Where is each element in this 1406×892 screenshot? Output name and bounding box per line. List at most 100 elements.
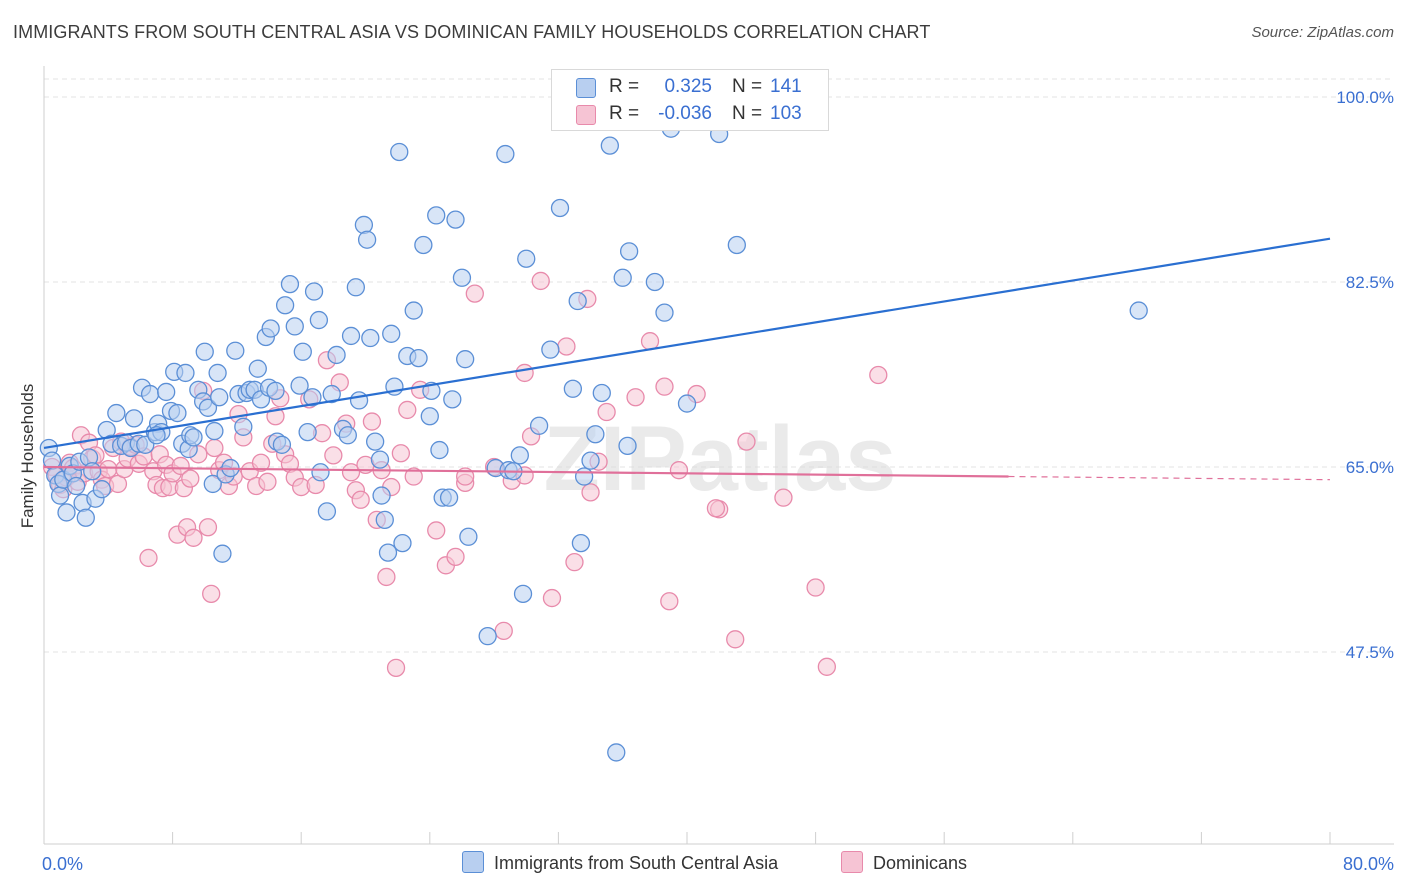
south-central-asia-point: [452, 268, 472, 287]
dominicans-point: [386, 658, 406, 678]
dominicans-point: [726, 630, 745, 649]
dominicans-point: [362, 412, 382, 431]
dominicans-point: [640, 332, 660, 351]
n-value: 141: [770, 76, 802, 97]
chart-title: IMMIGRANTS FROM SOUTH CENTRAL ASIA VS DO…: [13, 22, 931, 42]
dominicans-point: [391, 444, 411, 463]
south-central-asia-point: [510, 446, 529, 465]
south-central-asia-point: [327, 345, 346, 365]
south-central-asia-point: [600, 136, 619, 155]
south-central-asia-point: [618, 436, 637, 456]
pink-swatch: [841, 851, 863, 873]
south-central-asia-point: [176, 363, 195, 383]
south-central-asia-point: [226, 341, 245, 360]
south-central-asia-point: [581, 451, 600, 470]
south-central-asia-point: [205, 421, 224, 441]
r-label: R =: [609, 76, 640, 97]
dominicans-point: [446, 547, 465, 567]
y-tick-label: 82.5%: [1346, 273, 1394, 292]
dominicans-point: [341, 463, 361, 482]
south-central-asia-point: [439, 488, 459, 507]
south-central-asia-point: [304, 282, 324, 301]
dominicans-point: [427, 521, 446, 540]
dominicans-point: [515, 363, 534, 383]
south-central-asia-point: [443, 390, 462, 409]
dominicans-point: [669, 461, 689, 480]
south-central-asia-point: [613, 268, 632, 287]
dominicans-point: [597, 402, 616, 422]
dominicans-point: [542, 588, 562, 608]
legend-item-dominicans: Dominicans: [841, 851, 967, 874]
south-central-asia-point: [76, 508, 95, 527]
south-central-asia-point: [571, 533, 591, 553]
dominicans-point: [806, 578, 825, 597]
south-central-asia-point: [513, 584, 533, 604]
south-central-asia-point: [92, 480, 112, 499]
south-central-asia-point: [248, 359, 267, 378]
y-tick-label: 47.5%: [1346, 643, 1394, 662]
south-central-asia-points: [39, 119, 1148, 762]
dominicans-point: [404, 467, 423, 486]
dominicans-point: [398, 400, 417, 420]
south-central-asia-point: [83, 462, 102, 481]
south-central-asia-point: [357, 230, 377, 249]
south-central-asia-point: [361, 328, 380, 348]
x-tick-label-min: 0.0%: [42, 854, 83, 874]
south-central-asia-trend-line: [43, 237, 1331, 450]
south-central-asia-point: [607, 743, 626, 762]
south-central-asia-point: [338, 426, 357, 445]
south-central-asia-point: [67, 476, 86, 496]
legend-label: Dominicans: [873, 853, 968, 873]
south-central-asia-point: [619, 242, 639, 261]
south-central-asia-point: [280, 274, 300, 294]
y-tick-label: 100.0%: [1336, 88, 1394, 107]
dominicans-point: [139, 548, 158, 568]
south-central-asia-point: [592, 383, 611, 403]
south-central-asia-point: [298, 422, 317, 442]
south-central-asia-point: [322, 384, 341, 404]
dominicans-point: [660, 592, 679, 611]
tick-labels: 47.5% 65.0% 82.5% 100.0% 0.0% 80.0%: [42, 88, 1394, 874]
south-central-asia-point: [234, 417, 253, 436]
dominicans-point: [706, 499, 726, 518]
south-central-asia-point: [261, 319, 280, 338]
south-central-asia-point: [157, 382, 176, 402]
south-central-asia-point: [1129, 301, 1148, 320]
dominicans-point: [581, 483, 600, 502]
legend-label: Immigrants from South Central Asia: [494, 853, 779, 873]
y-tick-label: 65.0%: [1346, 458, 1394, 477]
south-central-asia-point: [517, 249, 536, 268]
south-central-asia-point: [420, 407, 439, 426]
dominicans-point: [531, 271, 550, 291]
south-central-asia-point: [372, 486, 391, 505]
south-central-asia-point: [107, 403, 126, 423]
x-tick-label-max: 80.0%: [1343, 854, 1394, 874]
r-value: 0.325: [664, 76, 712, 97]
south-central-asia-point: [198, 398, 218, 417]
south-central-asia-point: [414, 235, 433, 255]
n-label: N =: [732, 103, 763, 124]
south-central-asia-point: [378, 543, 398, 562]
pink-swatch: [576, 105, 596, 125]
dominicans-point: [171, 456, 190, 476]
south-central-asia-point: [124, 409, 144, 428]
dominicans-point: [465, 284, 484, 303]
n-label: N =: [732, 76, 763, 97]
blue-swatch: [462, 851, 484, 873]
south-central-asia-point: [404, 301, 423, 320]
south-central-asia-point: [390, 142, 409, 162]
south-central-asia-point: [456, 350, 475, 369]
south-central-asia-point: [541, 340, 560, 359]
south-central-asia-point: [393, 533, 412, 553]
dominicans-point: [198, 518, 218, 537]
south-central-asia-point: [303, 388, 322, 407]
dominicans-point: [737, 432, 756, 451]
south-central-asia-point: [354, 215, 374, 235]
dominicans-point: [494, 621, 513, 641]
south-central-asia-point: [430, 440, 449, 460]
south-central-asia-point: [427, 206, 446, 225]
south-central-asia-point: [213, 544, 232, 563]
south-central-asia-point: [550, 198, 570, 218]
south-central-asia-point: [293, 342, 312, 361]
